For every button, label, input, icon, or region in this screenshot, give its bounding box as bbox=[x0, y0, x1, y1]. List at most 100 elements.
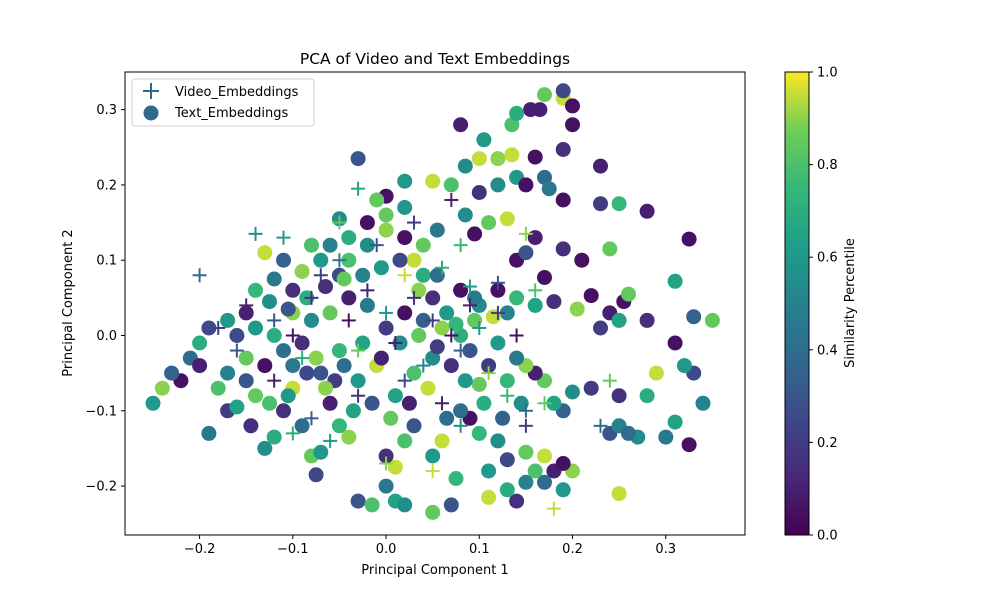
text-embedding-point bbox=[457, 373, 473, 389]
colorbar-label: Similarity Percentile bbox=[843, 238, 858, 368]
text-embedding-point bbox=[583, 288, 599, 304]
text-embedding-point bbox=[639, 203, 655, 219]
text-embedding-point bbox=[276, 252, 291, 268]
text-embedding-point bbox=[397, 173, 413, 189]
text-embedding-point bbox=[378, 478, 394, 494]
text-embedding-point bbox=[294, 335, 310, 351]
text-embedding-point bbox=[201, 320, 217, 336]
video-embedding-point bbox=[341, 313, 356, 328]
text-embedding-point bbox=[509, 290, 525, 306]
text-embedding-point bbox=[266, 328, 282, 343]
text-embedding-point bbox=[555, 192, 571, 208]
text-embedding-point bbox=[378, 207, 394, 223]
text-embedding-point bbox=[523, 102, 539, 118]
text-embedding-point bbox=[322, 395, 338, 411]
video-embedding-point bbox=[229, 343, 244, 358]
text-embedding-point bbox=[345, 403, 361, 419]
text-embedding-point bbox=[471, 376, 487, 392]
y-tick-label: 0.0 bbox=[96, 329, 117, 344]
text-embedding-point bbox=[350, 373, 366, 389]
text-embedding-point bbox=[145, 395, 161, 411]
x-tick-label: 0.2 bbox=[562, 542, 583, 557]
video-embedding-point bbox=[360, 283, 375, 298]
x-tick-label: −0.1 bbox=[277, 542, 309, 557]
text-embedding-point bbox=[397, 433, 413, 449]
text-embedding-point bbox=[331, 418, 347, 434]
text-embedding-point bbox=[453, 117, 469, 133]
text-embedding-point bbox=[220, 312, 236, 328]
video-embedding-point bbox=[416, 358, 431, 373]
text-embedding-point bbox=[481, 215, 497, 231]
text-embedding-point bbox=[611, 312, 627, 328]
text-embedding-point bbox=[373, 260, 389, 276]
text-embedding-point bbox=[397, 497, 413, 513]
text-embedding-point bbox=[266, 429, 282, 445]
text-embedding-point bbox=[518, 177, 534, 193]
text-embedding-point bbox=[439, 410, 455, 426]
text-embedding-point bbox=[569, 301, 585, 317]
y-tick-label: 0.1 bbox=[96, 254, 117, 269]
colorbar-tick-label: 0.0 bbox=[817, 529, 838, 544]
text-embedding-point bbox=[504, 117, 520, 133]
video-embedding-point bbox=[379, 456, 394, 471]
text-embedding-point bbox=[392, 252, 408, 268]
video-embedding-point bbox=[425, 313, 440, 328]
text-embedding-point bbox=[262, 395, 277, 411]
text-embedding-point bbox=[555, 456, 571, 471]
legend-box bbox=[131, 78, 315, 127]
text-embedding-point bbox=[257, 440, 273, 456]
text-embedding-point bbox=[341, 429, 357, 445]
video-embedding-point bbox=[285, 426, 300, 441]
text-embedding-point bbox=[434, 433, 450, 449]
video-embedding-point bbox=[397, 373, 412, 388]
text-embedding-point bbox=[667, 414, 683, 430]
video-embedding-point bbox=[602, 373, 617, 388]
text-embedding-point bbox=[537, 87, 552, 103]
video-embedding-point bbox=[248, 226, 263, 241]
video-embedding-point bbox=[379, 305, 394, 320]
text-embedding-point bbox=[369, 192, 385, 208]
video-embedding-point bbox=[453, 238, 468, 253]
video-embedding-point bbox=[397, 268, 412, 283]
text-embedding-point bbox=[476, 395, 492, 411]
text-embedding-point bbox=[490, 177, 506, 193]
y-axis-label: Principal Component 2 bbox=[61, 229, 76, 376]
text-embedding-point bbox=[509, 105, 525, 121]
video-embedding-point bbox=[304, 411, 319, 426]
video-embedding-point bbox=[518, 403, 533, 418]
text-embedding-point bbox=[453, 403, 469, 419]
text-embedding-point bbox=[154, 380, 170, 396]
video-embedding-point bbox=[192, 268, 207, 283]
text-embedding-point bbox=[248, 282, 263, 298]
text-embedding-point bbox=[425, 504, 441, 520]
text-embedding-point bbox=[364, 395, 380, 411]
x-axis-label: Principal Component 1 bbox=[361, 563, 508, 578]
text-embedding-point bbox=[621, 425, 636, 441]
text-embedding-point bbox=[504, 147, 520, 163]
text-embedding-point bbox=[266, 271, 282, 287]
video-embedding-point bbox=[434, 396, 449, 411]
text-embedding-point bbox=[565, 98, 580, 114]
text-embedding-point bbox=[527, 230, 543, 246]
video-embedding-point bbox=[462, 279, 477, 294]
text-embedding-point bbox=[355, 267, 371, 283]
text-embedding-point bbox=[499, 482, 515, 498]
text-embedding-point bbox=[257, 245, 273, 261]
y-tick-label: 0.2 bbox=[96, 178, 117, 193]
text-embedding-point bbox=[476, 132, 492, 148]
text-embedding-point bbox=[481, 463, 497, 479]
y-tick-label: −0.2 bbox=[85, 480, 117, 495]
text-embedding-point bbox=[686, 309, 702, 325]
video-embedding-point bbox=[444, 328, 459, 343]
text-embedding-point bbox=[425, 448, 441, 464]
video-embedding-point bbox=[211, 320, 226, 335]
video-embedding-point bbox=[472, 320, 487, 335]
colorbar-ticks: 0.0 0.2 0.4 0.6 0.8 1.0 bbox=[809, 66, 838, 544]
video-embedding-point bbox=[351, 181, 366, 196]
video-embedding-point bbox=[518, 226, 533, 241]
text-embedding-point bbox=[294, 418, 310, 434]
text-embedding-point bbox=[658, 429, 674, 445]
text-embedding-point bbox=[639, 388, 655, 404]
text-embedding-point bbox=[299, 365, 315, 381]
text-embedding-point bbox=[527, 297, 543, 313]
